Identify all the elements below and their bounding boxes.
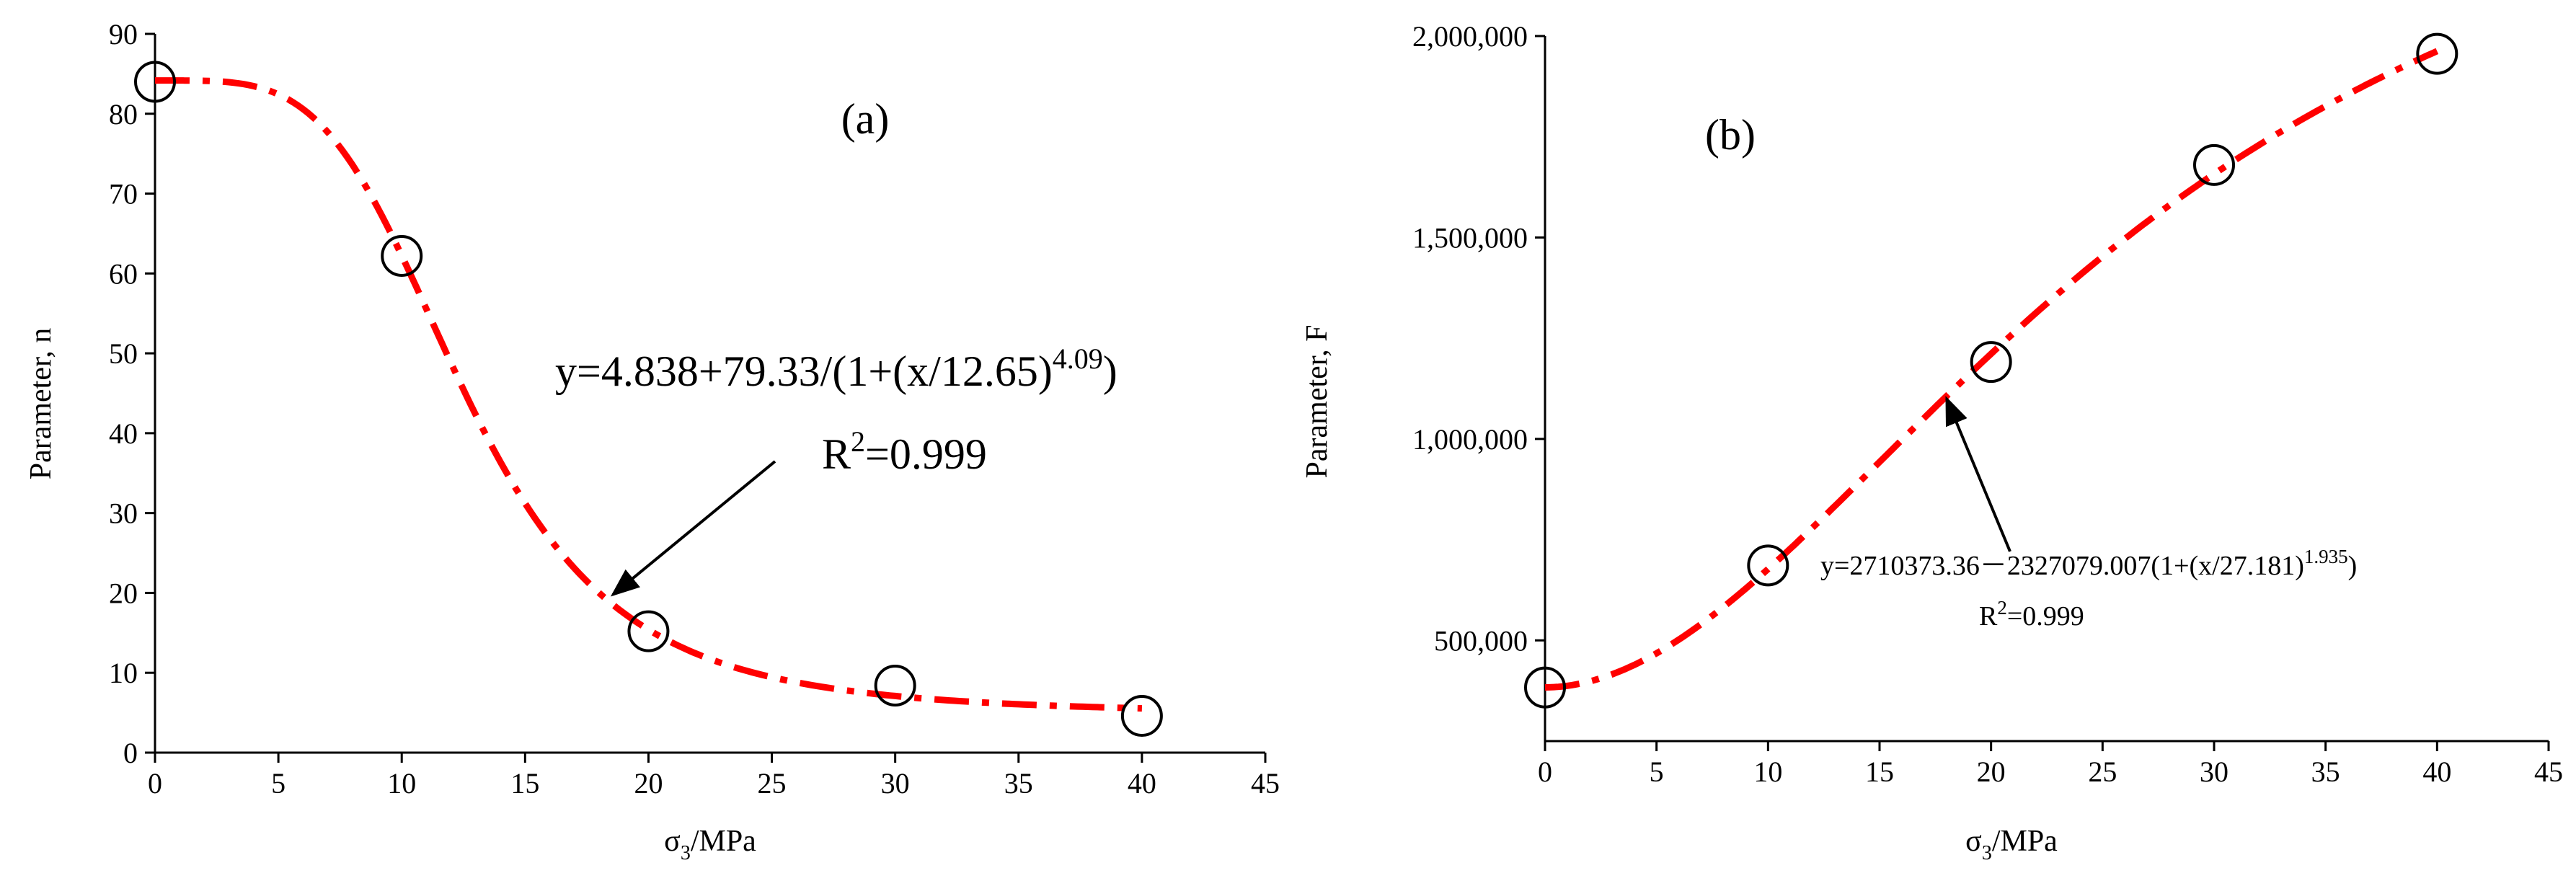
annotation-arrow-b [1945,396,2011,552]
y-tick-label: 20 [109,577,138,609]
x-tick-label: 5 [1650,756,1664,788]
data-point [627,610,670,652]
y-tick-label: 1,500,000 [1412,221,1528,254]
x-tick-label: 5 [271,767,286,799]
x-tick-label: 35 [2311,756,2340,788]
r2-b-main: R [1979,601,1998,632]
data-point [2416,32,2458,75]
x-tick-label: 15 [1865,756,1894,788]
data-point [381,234,423,277]
y-axis-title-a: Parameter, n [25,328,58,480]
equation-b: y=2710373.36－2327079.007(1+(x/27.181)1.9… [1820,546,2357,581]
r2-label-a: R2=0.999 [822,425,987,478]
x-tick-label: 10 [1753,756,1782,788]
x-tick-label: 0 [148,767,162,799]
panel-label-b: (b) [1705,111,1756,159]
x-tick-label: 35 [1004,767,1033,799]
fit-curve-b [1544,48,2439,691]
r2-a-rest: =0.999 [865,430,987,478]
chart-panel-b: 0 5 10 15 20 25 30 35 40 45 500,000 1,000,000 1,500… [1301,20,2563,864]
x-axis-title-b: σ3/MPa [1965,825,2058,864]
equation-b-close: ) [2348,551,2358,581]
x-axis-title-a-sigma: σ [664,825,681,858]
x-ticks-b: 0 5 10 15 20 25 30 35 40 45 [1538,741,2563,788]
x-tick-label: 30 [2200,756,2228,788]
data-points-a [134,61,1163,737]
y-tick-label: 50 [109,337,138,370]
data-point [1120,695,1163,737]
r2-a-main: R [822,430,851,478]
x-tick-label: 40 [1128,767,1156,799]
annotation-arrow-a [610,460,776,597]
axes-b [1544,36,2549,743]
x-tick-label: 25 [2088,756,2117,788]
x-tick-label: 40 [2422,756,2451,788]
axes-a [154,34,1265,754]
data-point [874,664,916,706]
x-axis-title-b-rest: /MPa [1992,825,2058,858]
panel-label-a: (a) [841,95,890,143]
y-tick-label: 80 [109,98,138,130]
data-point [1524,666,1566,709]
y-tick-label: 60 [109,257,138,290]
data-point [2193,143,2235,186]
x-axis-title-a: σ3/MPa [664,825,756,864]
x-tick-label: 30 [881,767,910,799]
y-tick-label: 0 [123,737,138,769]
y-tick-label: 10 [109,657,138,689]
x-tick-label: 10 [387,767,416,799]
r2-b-sup: 2 [1997,597,2007,619]
fit-curve-line [1544,48,2439,691]
equation-a: y=4.838+79.33/(1+(x/12.65)4.09) [555,342,1117,395]
equation-b-main: y=2710373.36－2327079.007(1+(x/27.181) [1820,551,2304,581]
y-tick-label: 1,000,000 [1412,423,1528,456]
x-ticks-a: 0 5 10 15 20 25 30 35 40 45 [148,753,1280,799]
y-axis-title-b: Parameter, F [1301,325,1334,479]
equation-b-exponent: 1.935 [2304,546,2348,567]
y-tick-label: 70 [109,178,138,211]
y-ticks-b: 500,000 1,000,000 1,500,000 2,000,000 [1412,20,1545,657]
equation-a-main: y=4.838+79.33/(1+(x/12.65) [555,347,1053,395]
x-axis-title-a-rest: /MPa [691,825,756,858]
y-tick-label: 500,000 [1434,624,1528,657]
y-tick-label: 2,000,000 [1412,20,1528,53]
data-points-b [1524,32,2458,709]
r2-a-sup: 2 [851,425,865,458]
x-tick-label: 15 [510,767,539,799]
y-tick-label: 40 [109,417,138,450]
equation-a-exponent: 4.09 [1053,342,1103,375]
x-tick-label: 45 [2534,756,2563,788]
r2-label-b: R2=0.999 [1979,597,2084,632]
data-point [1970,341,2012,384]
y-tick-label: 90 [109,18,138,50]
equation-a-close: ) [1103,347,1117,395]
x-tick-label: 45 [1251,767,1280,799]
r2-b-rest: =0.999 [2007,601,2084,632]
y-tick-label: 30 [109,497,138,530]
y-ticks-a: 0 10 20 30 40 50 60 70 80 90 [109,18,155,769]
x-tick-label: 20 [1977,756,2006,788]
x-tick-label: 20 [634,767,663,799]
x-axis-title-b-sub: 3 [1982,842,1992,864]
x-tick-label: 0 [1538,756,1552,788]
data-point [134,61,176,103]
x-tick-label: 25 [758,767,787,799]
data-point [1747,544,1789,587]
chart-panel-a: 0 5 10 15 20 25 30 35 40 45 0 10 20 30 40 50 60 70 80 90 (… [25,18,1280,864]
x-axis-title-b-sigma: σ [1965,825,1982,858]
x-axis-title-a-sub: 3 [681,842,691,864]
